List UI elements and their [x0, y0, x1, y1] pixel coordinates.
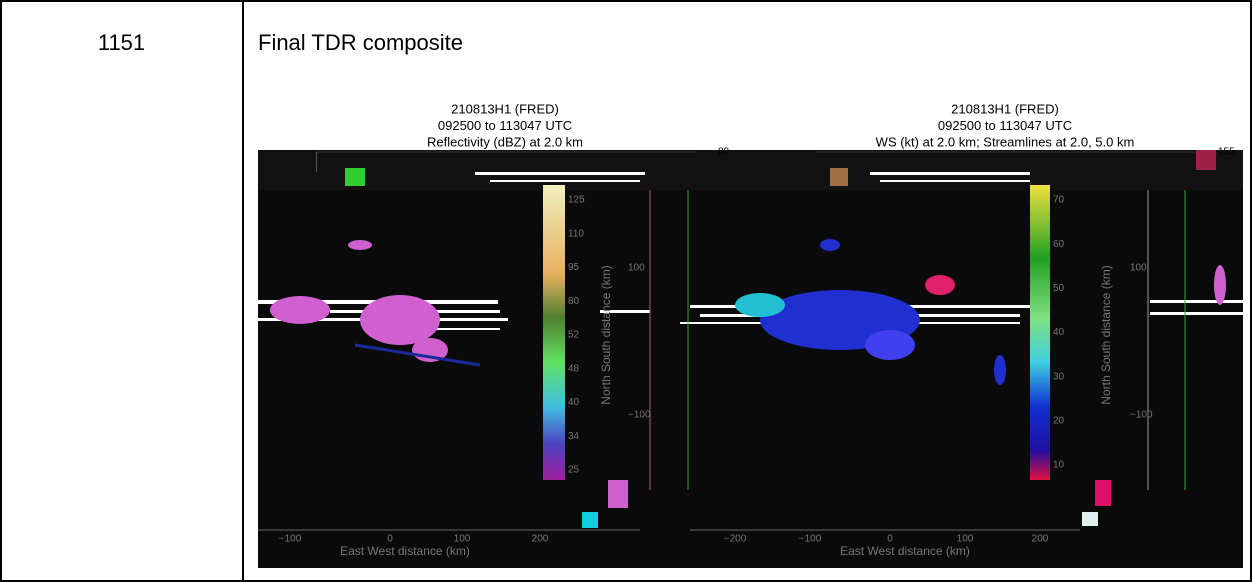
- panel-title: 092500 to 113047 UTC: [438, 118, 572, 133]
- colorbar-tick: 110: [568, 228, 584, 239]
- colorbar-tick: 10: [1053, 460, 1065, 471]
- x-tick-label: 100: [454, 534, 471, 545]
- colorbar-tick: 25: [568, 465, 580, 476]
- panel-title: Reflectivity (dBZ) at 2.0 km: [427, 134, 583, 149]
- x-tick-label: 200: [1032, 534, 1049, 545]
- y-tick-label: 100: [1130, 263, 1147, 274]
- colorbar-tick: 34: [568, 431, 580, 442]
- colorbar-tick: 50: [1053, 283, 1065, 294]
- x-tick-label: 0: [387, 534, 393, 545]
- y-tick-label: −100: [1130, 410, 1153, 421]
- colorbar-tick: 20: [1053, 415, 1065, 426]
- x-tick-label: −100: [799, 534, 822, 545]
- panel-title: WS (kt) at 2.0 km; Streamlines at 2.0, 5…: [876, 134, 1135, 149]
- x-tick-label: 100: [957, 534, 974, 545]
- panel-title: 210813H1 (FRED): [451, 101, 559, 116]
- y-axis-label: North South distance (km): [599, 265, 613, 404]
- colorbar-tick: 70: [1053, 195, 1065, 206]
- x-tick-label: −200: [724, 534, 747, 545]
- colorbar-max: 80: [718, 147, 730, 158]
- colorbar-tick: 95: [568, 262, 580, 273]
- panel-title: 210813H1 (FRED): [951, 101, 1059, 116]
- x-axis-label: East West distance (km): [340, 544, 470, 558]
- row-title: Final TDR composite: [258, 30, 463, 55]
- x-tick-label: −100: [279, 534, 302, 545]
- colorbar-tick: 30: [1053, 371, 1065, 382]
- colorbar-tick: 48: [568, 363, 580, 374]
- colorbar-max: 155: [1218, 147, 1235, 158]
- colorbar-tick: 80: [568, 296, 580, 307]
- colorbar-tick: 40: [1053, 327, 1065, 338]
- colorbar-tick: 125: [568, 195, 585, 206]
- x-axis-label: East West distance (km): [840, 544, 970, 558]
- panel-title: 092500 to 113047 UTC: [938, 118, 1072, 133]
- x-tick-label: 0: [887, 534, 893, 545]
- composite-image: [258, 150, 1243, 568]
- colorbar-tick: 52: [568, 330, 580, 341]
- colorbar-tick: 60: [1053, 239, 1065, 250]
- x-tick-label: 200: [532, 534, 549, 545]
- y-tick-label: −100: [628, 410, 651, 421]
- y-axis-label: North South distance (km): [1099, 265, 1113, 404]
- colorbar-tick: 40: [568, 397, 580, 408]
- y-tick-label: 100: [628, 263, 645, 274]
- row-id: 1151: [97, 30, 146, 55]
